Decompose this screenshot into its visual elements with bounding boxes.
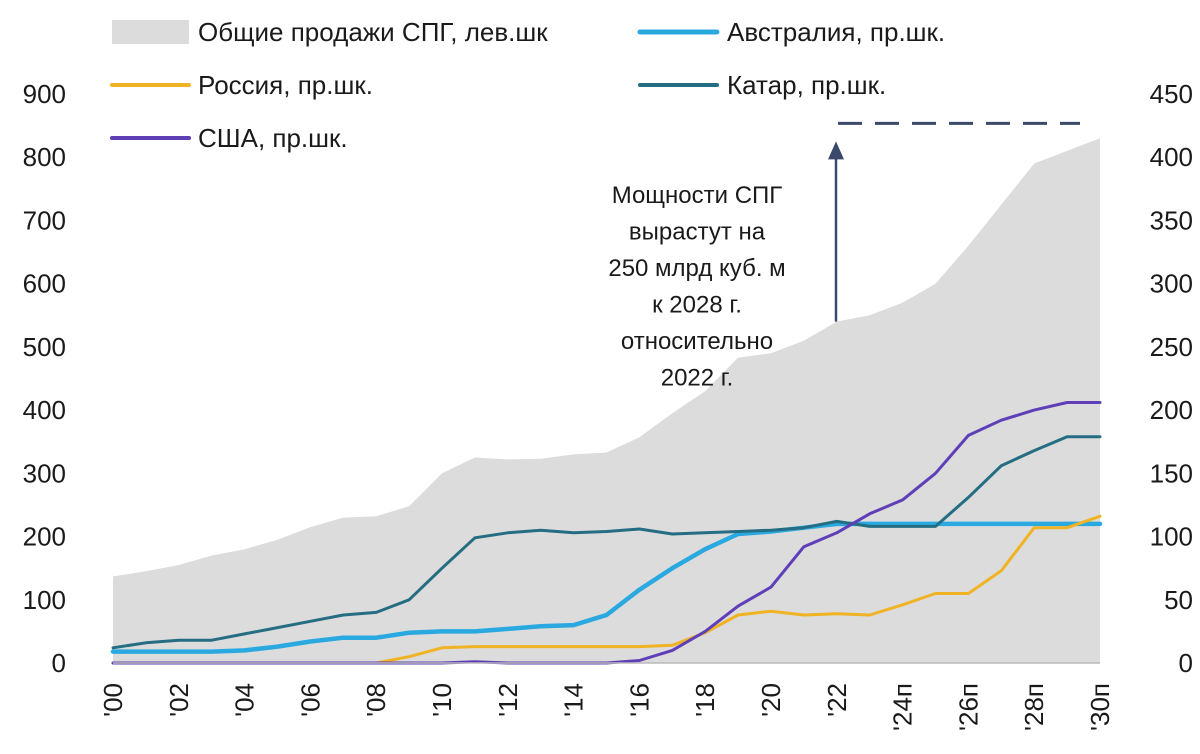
annotation-text-line: к 2028 г. bbox=[652, 292, 742, 319]
legend-label: США, пр.шк. bbox=[198, 123, 348, 153]
legend-label: Россия, пр.шк. bbox=[198, 70, 373, 100]
x-axis-tick-label: '16 bbox=[624, 683, 654, 717]
area-layer bbox=[113, 138, 1100, 663]
left-axis-tick-label: 500 bbox=[23, 332, 66, 362]
right-axis-tick-label: 250 bbox=[1150, 332, 1193, 362]
right-axis-tick-label: 50 bbox=[1164, 585, 1193, 615]
left-axis-tick-label: 300 bbox=[23, 458, 66, 488]
area-total-lng-sales bbox=[113, 138, 1100, 663]
x-axis-tick-label: '10 bbox=[427, 683, 457, 717]
right-axis-tick-label: 350 bbox=[1150, 205, 1193, 235]
x-axis-tick-label: '22 bbox=[822, 683, 852, 717]
legend-label: Катар, пр.шк. bbox=[727, 70, 886, 100]
x-axis-tick-label: '14 bbox=[559, 683, 589, 717]
right-axis-tick-label: 100 bbox=[1150, 522, 1193, 552]
left-axis-tick-label: 100 bbox=[23, 585, 66, 615]
x-axis-tick-label: '30п bbox=[1085, 683, 1115, 731]
x-axis-tick-label: '00 bbox=[98, 683, 128, 717]
left-axis-tick-label: 0 bbox=[52, 648, 66, 678]
left-axis-tick-label: 400 bbox=[23, 395, 66, 425]
x-axis-tick-label: '18 bbox=[690, 683, 720, 717]
left-axis-tick-label: 900 bbox=[23, 79, 66, 109]
x-axis-tick-label: '24п bbox=[888, 683, 918, 731]
x-axis-tick-label: '26п bbox=[953, 683, 983, 731]
left-axis-tick-label: 200 bbox=[23, 522, 66, 552]
left-axis-tick-label: 600 bbox=[23, 269, 66, 299]
right-axis-tick-label: 400 bbox=[1150, 142, 1193, 172]
x-axis-tick-label: '06 bbox=[295, 683, 325, 717]
left-axis-tick-label: 800 bbox=[23, 142, 66, 172]
legend-label: Общие продажи СПГ, лев.шк bbox=[198, 17, 548, 47]
annotation-text-line: 250 млрд куб. м bbox=[608, 255, 785, 282]
annotation-text-line: 2022 г. bbox=[661, 365, 734, 392]
left-axis-tick-label: 700 bbox=[23, 205, 66, 235]
annotation-arrow-head bbox=[828, 141, 844, 159]
legend-label: Австралия, пр.шк. bbox=[727, 17, 945, 47]
x-axis-tick-label: '04 bbox=[230, 683, 260, 717]
x-axis-tick-label: '20 bbox=[756, 683, 786, 717]
x-axis-tick-label: '28п bbox=[1019, 683, 1049, 731]
right-axis-tick-label: 300 bbox=[1150, 269, 1193, 299]
x-axis-tick-label: '02 bbox=[164, 683, 194, 717]
x-axis-tick-label: '08 bbox=[361, 683, 391, 717]
right-axis-tick-label: 200 bbox=[1150, 395, 1193, 425]
annotation-text-line: Мощности СПГ bbox=[612, 182, 783, 209]
right-axis-tick-label: 150 bbox=[1150, 458, 1193, 488]
annotation-text-line: относительно bbox=[621, 328, 773, 355]
right-axis-tick-label: 0 bbox=[1179, 648, 1193, 678]
legend-swatch-area bbox=[112, 20, 189, 44]
annotation-text-line: вырастут на bbox=[629, 219, 766, 246]
legend: Общие продажи СПГ, лев.шк Австралия, пр.ш… bbox=[112, 17, 945, 153]
right-axis-tick-label: 450 bbox=[1150, 79, 1193, 109]
x-axis-tick-label: '12 bbox=[493, 683, 523, 717]
